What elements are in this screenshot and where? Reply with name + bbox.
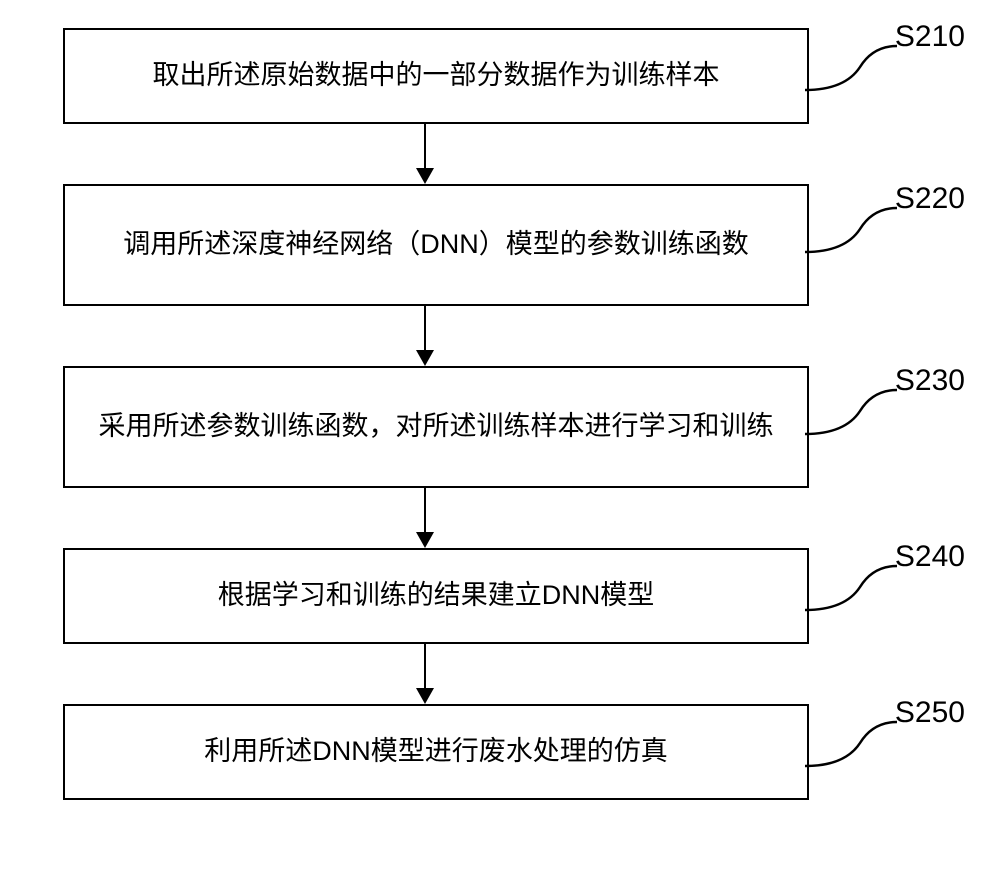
arrow-down xyxy=(416,124,434,184)
step-text: 采用所述参数训练函数，对所述训练样本进行学习和训练 xyxy=(99,406,774,448)
step-label-s220: S220 xyxy=(895,182,965,216)
step-box-s220: 调用所述深度神经网络（DNN）模型的参数训练函数 xyxy=(63,184,809,306)
arrow-down xyxy=(416,644,434,704)
arrow-head-icon xyxy=(416,350,434,366)
arrow-container xyxy=(0,644,1000,704)
arrow-down xyxy=(416,488,434,548)
step-label-s230: S230 xyxy=(895,364,965,398)
connector-curve xyxy=(805,388,900,443)
step-row-s230: 采用所述参数训练函数，对所述训练样本进行学习和训练 S230 xyxy=(0,366,1000,488)
connector-curve xyxy=(805,44,900,99)
step-text: 利用所述DNN模型进行废水处理的仿真 xyxy=(204,731,668,773)
arrow-container xyxy=(0,124,1000,184)
step-box-s230: 采用所述参数训练函数，对所述训练样本进行学习和训练 xyxy=(63,366,809,488)
arrow-container xyxy=(0,488,1000,548)
step-text: 取出所述原始数据中的一部分数据作为训练样本 xyxy=(153,55,720,97)
step-label-s210: S210 xyxy=(895,20,965,54)
arrow-line xyxy=(424,306,426,351)
flowchart-container: 取出所述原始数据中的一部分数据作为训练样本S210 调用所述深度神经网络（DNN）… xyxy=(0,28,1000,800)
arrow-down xyxy=(416,306,434,366)
step-label-s240: S240 xyxy=(895,540,965,574)
step-row-s250: 利用所述DNN模型进行废水处理的仿真S250 xyxy=(0,704,1000,800)
step-box-s250: 利用所述DNN模型进行废水处理的仿真 xyxy=(63,704,809,800)
arrow-container xyxy=(0,306,1000,366)
arrow-head-icon xyxy=(416,532,434,548)
step-text: 调用所述深度神经网络（DNN）模型的参数训练函数 xyxy=(123,224,749,266)
arrow-head-icon xyxy=(416,688,434,704)
step-text: 根据学习和训练的结果建立DNN模型 xyxy=(218,575,655,617)
arrow-line xyxy=(424,644,426,689)
connector-curve xyxy=(805,564,900,619)
arrow-head-icon xyxy=(416,168,434,184)
step-box-s240: 根据学习和训练的结果建立DNN模型 xyxy=(63,548,809,644)
step-row-s220: 调用所述深度神经网络（DNN）模型的参数训练函数 S220 xyxy=(0,184,1000,306)
step-box-s210: 取出所述原始数据中的一部分数据作为训练样本 xyxy=(63,28,809,124)
step-row-s210: 取出所述原始数据中的一部分数据作为训练样本S210 xyxy=(0,28,1000,124)
arrow-line xyxy=(424,488,426,533)
arrow-line xyxy=(424,124,426,169)
step-row-s240: 根据学习和训练的结果建立DNN模型S240 xyxy=(0,548,1000,644)
connector-curve xyxy=(805,206,900,261)
step-label-s250: S250 xyxy=(895,696,965,730)
connector-curve xyxy=(805,720,900,775)
